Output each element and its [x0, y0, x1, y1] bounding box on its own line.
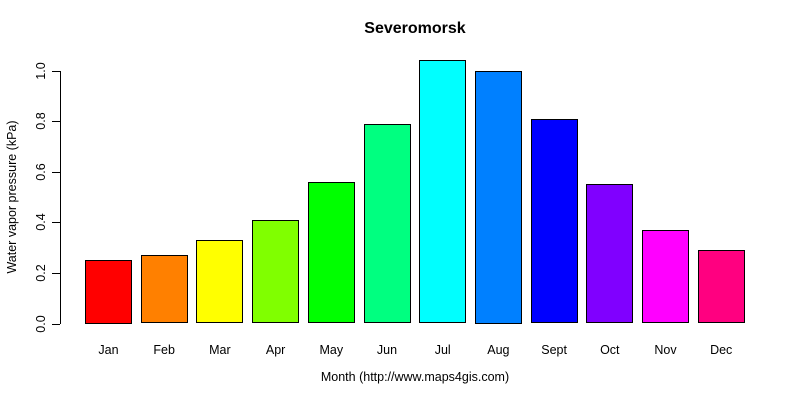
bar-dec	[697, 250, 745, 324]
bar-may	[307, 181, 355, 324]
x-tick-label-jun: Jun	[376, 343, 398, 357]
y-tick-0.6	[52, 171, 60, 173]
x-tick-label-may: May	[319, 343, 344, 357]
x-tick-label-nov: Nov	[654, 343, 677, 357]
y-tick-0.4	[52, 222, 60, 224]
x-tick-label-jan: Jan	[98, 343, 119, 357]
bar-jul	[419, 60, 467, 324]
y-tick-label-text: 0.0	[34, 314, 48, 333]
y-tick-label-text: 1.0	[34, 61, 48, 80]
bar-oct	[586, 184, 634, 324]
x-tick-label-feb: Feb	[153, 343, 175, 357]
y-tick-1.0	[52, 70, 60, 72]
bar-aug	[474, 70, 522, 324]
x-tick-label-mar: Mar	[209, 343, 231, 357]
x-axis-label: Month (http://www.maps4gis.com)	[320, 370, 510, 384]
bar-mar	[196, 240, 244, 324]
x-tick-label-sept: Sept	[541, 343, 567, 357]
bar-feb	[140, 255, 188, 324]
x-tick-label-dec: Dec	[710, 343, 733, 357]
y-axis-line	[60, 70, 61, 324]
bar-jun	[363, 123, 411, 324]
bar-sept	[530, 118, 578, 324]
x-tick-label-apr: Apr	[265, 343, 286, 357]
y-tick-label-text: 0.6	[34, 162, 48, 181]
y-tick-0.0	[52, 323, 60, 325]
y-tick-0.2	[52, 272, 60, 274]
y-tick-label-text: 0.2	[34, 264, 48, 282]
y-tick-0.8	[52, 121, 60, 123]
x-tick-label-jul: Jul	[434, 343, 451, 357]
x-tick-label-aug: Aug	[487, 343, 510, 357]
y-tick-label-text: 0.4	[34, 213, 48, 231]
y-tick-label-text: 0.8	[34, 112, 48, 130]
x-tick-label-oct: Oct	[600, 343, 620, 357]
chart-title: Severomorsk	[364, 20, 466, 37]
bar-jan	[85, 260, 132, 324]
bar-apr	[252, 219, 300, 324]
bar-nov	[642, 229, 689, 324]
